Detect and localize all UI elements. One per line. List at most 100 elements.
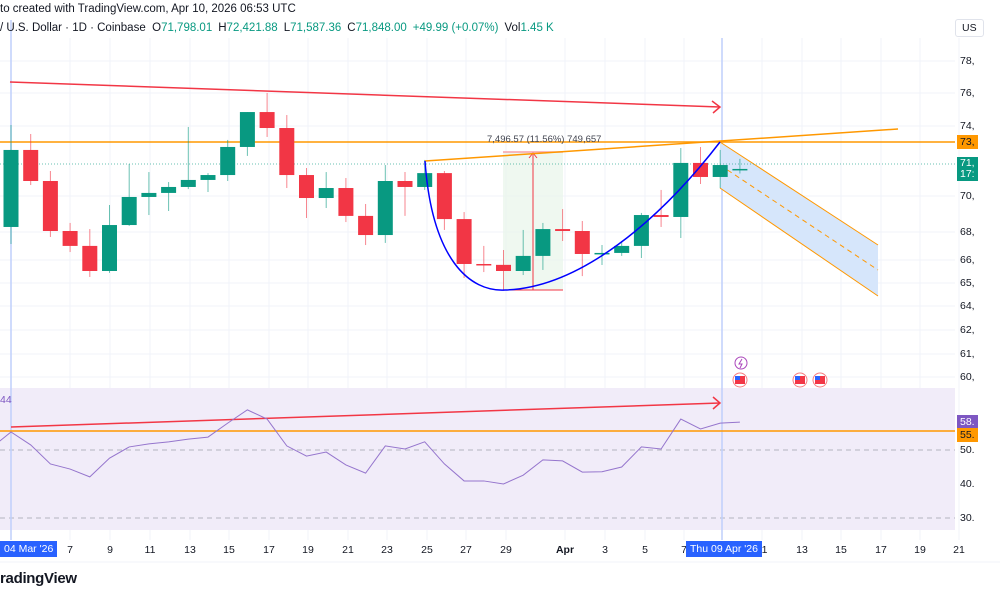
legend-value: 71,798.01: [161, 22, 213, 34]
date-tick: Apr: [555, 544, 575, 556]
candle-body: [653, 215, 669, 217]
legend-key: O: [152, 22, 162, 34]
date-tick: 21: [342, 544, 354, 556]
candle-body: [102, 225, 117, 271]
legend-value: 71,848.00: [355, 22, 407, 34]
candle-body: [180, 179, 196, 187]
date-tick: 23: [381, 544, 393, 556]
date-tick: 11: [144, 544, 156, 556]
candle: [358, 203, 374, 246]
rsi-value-badge: 58.: [957, 415, 978, 429]
price-tick: 62,: [960, 324, 975, 336]
candle-body: [141, 192, 157, 197]
price-tick: 60,: [960, 371, 975, 383]
rsi-hline-badge: 55.: [957, 428, 978, 442]
us-flag-icon[interactable]: [792, 372, 808, 388]
candle: [673, 148, 689, 239]
tradingview-logo: radingView: [0, 570, 77, 587]
rsi-line: [0, 409, 740, 485]
legend-value: 1.45 K: [520, 22, 554, 34]
date-tick: 27: [460, 544, 472, 556]
date-tick: 15: [835, 544, 847, 556]
channel-mid-line: [719, 164, 879, 271]
channel-top-line: [719, 141, 879, 246]
forecast-channel[interactable]: [720, 142, 878, 296]
price-tick: 68,: [960, 226, 975, 238]
candle-body: [239, 112, 255, 147]
candle: [82, 229, 98, 277]
legend-value: 72,421.88: [226, 22, 278, 34]
candles: [3, 92, 748, 290]
candle: [476, 245, 492, 273]
candle: [633, 212, 649, 259]
date-tick: 29: [500, 544, 512, 556]
cup-curve[interactable]: [424, 141, 721, 291]
candle-body: [161, 186, 177, 193]
channel-bottom-line: [719, 187, 879, 297]
candle: [200, 173, 216, 193]
candle-body: [318, 188, 334, 199]
rsi-tick: 50.: [960, 444, 975, 456]
price-trendline-arrow: [711, 100, 722, 114]
legend-key: C: [347, 22, 356, 34]
candle-body: [200, 175, 216, 180]
rsi-tick: 30.: [960, 512, 975, 524]
candle-body: [220, 146, 236, 176]
candle-body: [62, 231, 78, 246]
price-tick: 74,: [960, 120, 975, 132]
price-tick: 66,: [960, 254, 975, 266]
legend-key: Vol: [504, 22, 521, 34]
rsi-pane-background: [0, 388, 955, 530]
candle: [141, 172, 157, 216]
candle: [180, 126, 196, 190]
candle-body: [456, 219, 472, 264]
date-tick: 17: [875, 544, 887, 556]
candle-body: [555, 229, 571, 231]
candle-body: [121, 196, 137, 226]
candle-body: [515, 255, 531, 271]
last-price: 71,: [960, 157, 975, 169]
candle: [318, 172, 334, 209]
date-tick: 19: [914, 544, 926, 556]
us-flag-icon[interactable]: [812, 372, 828, 388]
candle: [220, 139, 236, 181]
rsi-trendline[interactable]: [10, 402, 721, 428]
date-tick: 21: [953, 544, 965, 556]
price-tick: 76,: [960, 87, 975, 99]
symbol-title[interactable]: / U.S. Dollar · 1D · Coinbase: [0, 22, 146, 34]
candle-body: [279, 128, 295, 176]
date-tick: 13: [796, 544, 808, 556]
candle-body: [397, 181, 413, 187]
price-tick: 65,: [960, 277, 975, 289]
candle: [102, 205, 117, 273]
legend-key: L: [283, 22, 291, 34]
legend-value: 71,587.36: [290, 22, 342, 34]
candle-body: [23, 149, 39, 181]
candle-body: [259, 112, 275, 129]
date-badge-left: 04 Mar '26: [0, 541, 58, 557]
lightning-icon[interactable]: [734, 356, 748, 370]
hline-price-badge: 73,: [957, 135, 978, 149]
candle-body: [358, 215, 374, 236]
us-flag-icon[interactable]: [732, 372, 748, 388]
rising-trendline[interactable]: [424, 128, 899, 162]
measure-label: 7,496.57 (11.56%) 749,657: [487, 134, 602, 145]
date-tick: 7: [67, 544, 73, 556]
price-trendline[interactable]: [9, 81, 721, 108]
candle-body: [299, 175, 314, 199]
candle: [23, 133, 39, 186]
candle: [239, 112, 255, 156]
candle-body: [732, 168, 748, 171]
snapshot-caption: to created with TradingView.com, Apr 10,…: [0, 3, 296, 15]
rsi-value-label: 44: [0, 394, 12, 406]
currency-button[interactable]: US: [955, 19, 984, 37]
date-tick: 11: [756, 544, 768, 556]
candle-body: [338, 188, 354, 216]
candle-body: [496, 264, 511, 271]
candle-body: [417, 173, 433, 187]
candle-body: [436, 173, 452, 220]
price-tick: 64,: [960, 300, 975, 312]
candle: [377, 165, 393, 243]
candle: [614, 241, 630, 256]
